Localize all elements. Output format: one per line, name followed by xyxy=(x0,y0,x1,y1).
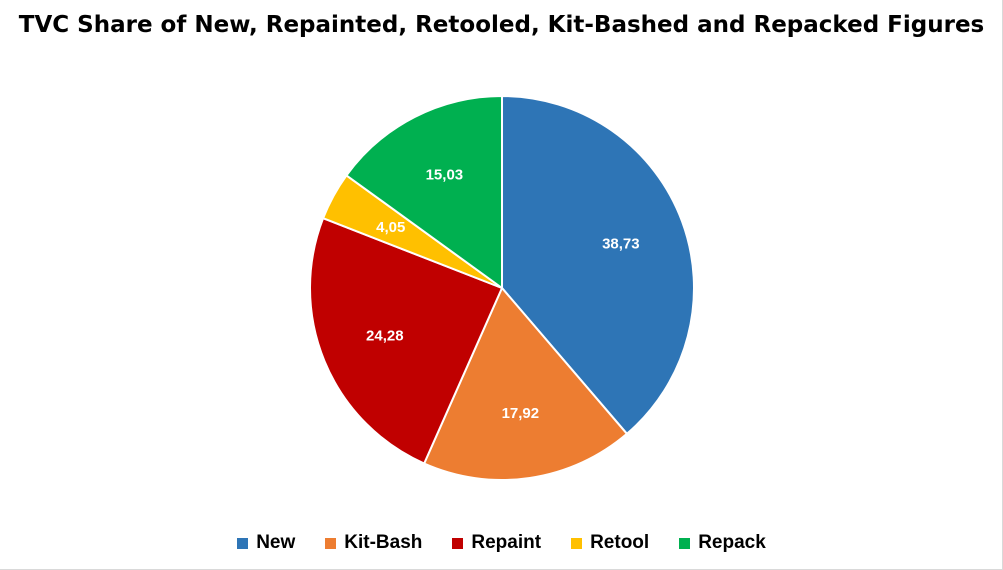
legend-label-repaint: Repaint xyxy=(471,532,542,553)
data-label-kit-bash: 17,92 xyxy=(502,405,540,422)
pie-data-labels: 38,73 17,92 24,28 4,05 15,03 xyxy=(366,167,640,422)
legend-item-retool: Retool xyxy=(571,532,649,554)
pie-slice-new xyxy=(501,95,695,435)
data-label-repaint: 24,28 xyxy=(366,328,404,345)
legend-swatch-retool xyxy=(571,537,583,549)
pie-slice-kit-bash xyxy=(423,287,628,481)
pie-slice-repack xyxy=(345,95,503,289)
data-label-repack: 15,03 xyxy=(426,167,464,184)
data-label-retool: 4,05 xyxy=(376,219,405,236)
legend-item-kit-bash: Kit-Bash xyxy=(325,532,422,554)
pie-slices xyxy=(309,95,695,481)
chart-title: TVC Share of New, Repainted, Retooled, K… xyxy=(18,12,985,38)
legend-item-new: New xyxy=(237,532,295,554)
legend-swatch-new xyxy=(237,537,249,549)
legend-swatch-kit-bash xyxy=(325,537,337,549)
legend-item-repack: Repack xyxy=(679,532,766,554)
legend-label-retool: Retool xyxy=(590,532,650,553)
data-label-new: 38,73 xyxy=(602,236,640,253)
pie-slice-repaint xyxy=(309,217,503,465)
legend-swatch-repack xyxy=(679,537,691,549)
legend-item-repaint: Repaint xyxy=(452,532,541,554)
chart-legend: New Kit-Bash Repaint Retool Repack xyxy=(0,532,1003,554)
legend-swatch-repaint xyxy=(452,537,464,549)
legend-label-repack: Repack xyxy=(698,532,766,553)
legend-label-kit-bash: Kit-Bash xyxy=(344,532,423,553)
legend-label-new: New xyxy=(256,532,296,553)
